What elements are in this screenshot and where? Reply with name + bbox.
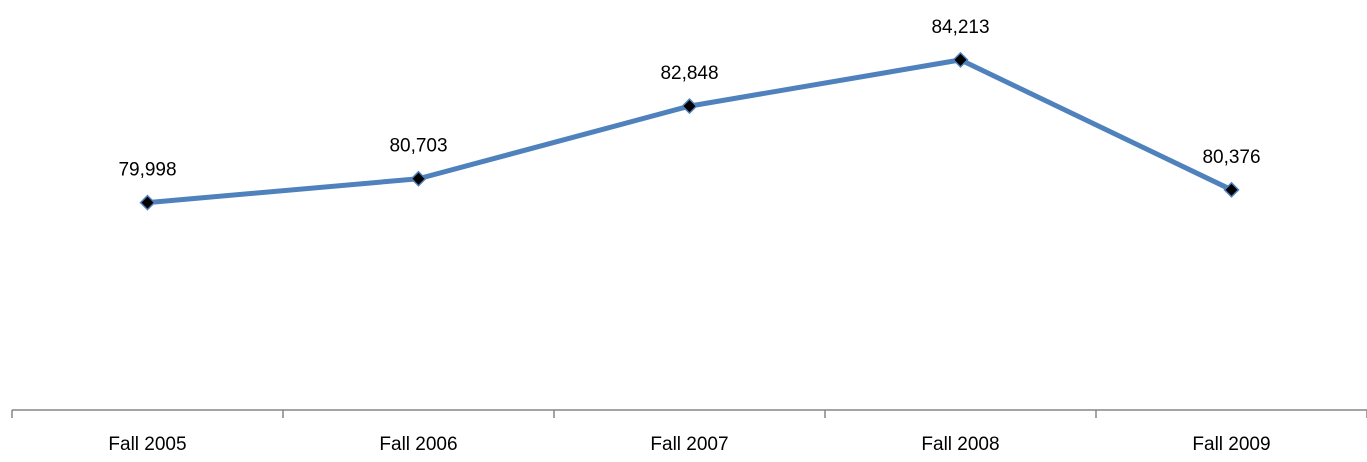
data-point-marker [681, 98, 698, 115]
data-point-marker [1223, 181, 1240, 198]
data-label: 80,376 [1202, 147, 1260, 168]
data-point-marker [410, 170, 427, 187]
x-tick-label: Fall 2006 [379, 434, 457, 455]
data-label: 79,998 [118, 160, 176, 181]
data-label: 84,213 [931, 17, 989, 38]
data-label-group: 79,998 80,703 82,848 84,213 80,376 [118, 17, 1260, 181]
x-axis [11, 409, 1367, 418]
data-marker-group [139, 51, 1240, 211]
data-label: 82,848 [660, 63, 718, 84]
x-tick-label-group: Fall 2005 Fall 2006 Fall 2007 Fall 2008 Fall… [108, 434, 1270, 455]
x-tick-label: Fall 2009 [1192, 434, 1270, 455]
data-point-marker [952, 51, 969, 68]
x-tick-label: Fall 2005 [108, 434, 186, 455]
data-point-marker [139, 194, 156, 211]
x-tick-label: Fall 2008 [921, 434, 999, 455]
data-label: 80,703 [389, 136, 447, 157]
x-tick-label: Fall 2007 [650, 434, 728, 455]
